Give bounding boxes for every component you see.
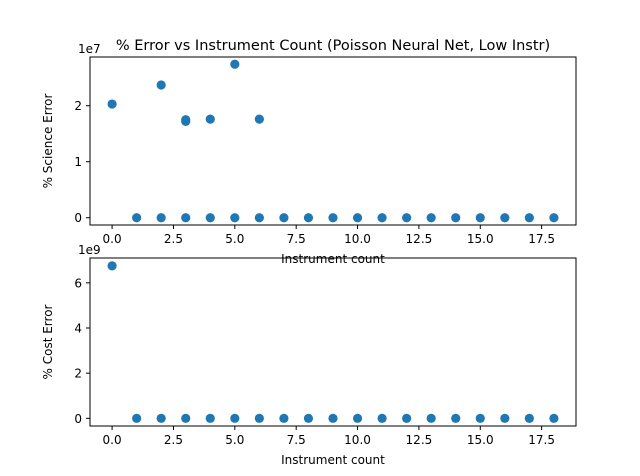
science-error-x-tick-label: 2.5 <box>164 232 183 246</box>
cost-error-point <box>500 413 510 423</box>
cost-error-y-tick-label: 4 <box>74 322 82 336</box>
cost-error-y-tick-label: 6 <box>74 276 82 290</box>
cost-error-x-tick-label: 0.0 <box>103 433 122 447</box>
science-error-axes-frame <box>89 56 577 226</box>
science-error-point <box>205 213 215 223</box>
science-error-point <box>230 59 240 69</box>
cost-error-point <box>328 413 338 423</box>
science-error-point <box>451 213 461 223</box>
science-error-point <box>205 114 215 124</box>
science-error-x-tick-label: 7.5 <box>287 232 306 246</box>
science-error-point <box>426 213 436 223</box>
science-error-x-tick-label: 10.0 <box>344 232 371 246</box>
science-error-x-tick-label: 17.5 <box>528 232 555 246</box>
chart-title: % Error vs Instrument Count (Poisson Neu… <box>116 38 550 54</box>
cost-error-y-tick-label: 0 <box>74 412 82 426</box>
science-error-x-axis-label: Instrument count <box>281 252 385 266</box>
cost-error-y-axis-label: % Cost Error <box>41 304 55 379</box>
cost-error-plot: 0.0 2.5 5.0 7.5 10.0 12.5 15.0 17.5 0 2 4 6 1e9 In… <box>41 243 577 467</box>
science-error-point <box>500 213 510 223</box>
cost-error-point <box>205 413 215 423</box>
cost-error-x-tick-label: 10.0 <box>344 433 371 447</box>
cost-error-x-tick-label: 2.5 <box>164 433 183 447</box>
science-error-point <box>156 80 166 90</box>
science-error-point <box>254 213 264 223</box>
science-error-point <box>279 213 289 223</box>
cost-error-point <box>475 413 485 423</box>
cost-error-axes-frame <box>89 257 577 427</box>
cost-error-point <box>524 413 534 423</box>
science-error-x-tick-label: 5.0 <box>225 232 244 246</box>
cost-error-points <box>107 261 559 423</box>
science-error-point <box>352 213 363 223</box>
cost-error-point <box>279 413 289 423</box>
science-error-point <box>230 213 240 223</box>
science-error-x-tick-label: 0.0 <box>103 232 122 246</box>
science-error-y-axis-label: % Science Error <box>41 94 55 189</box>
science-error-x-tick-label: 15.0 <box>467 232 494 246</box>
cost-error-x-tick-label: 7.5 <box>287 433 306 447</box>
cost-error-point <box>549 413 559 423</box>
cost-error-point <box>426 413 436 423</box>
cost-error-point <box>132 413 142 423</box>
cost-error-y-ticks: 0 2 4 6 <box>74 276 90 426</box>
science-error-y-tick-label: 1 <box>74 155 82 169</box>
science-error-y-ticks: 0 1 2 <box>74 99 90 225</box>
cost-error-point <box>254 413 264 423</box>
science-error-x-ticks: 0.0 2.5 5.0 7.5 10.0 12.5 15.0 17.5 <box>103 225 555 246</box>
cost-error-point <box>181 413 191 423</box>
cost-error-point <box>402 413 412 423</box>
science-error-points <box>107 59 559 223</box>
science-error-plot: 0.0 2.5 5.0 7.5 10.0 12.5 15.0 17.5 0 1 2 % Error… <box>41 38 577 266</box>
science-error-point <box>254 114 264 124</box>
cost-error-point <box>156 413 166 423</box>
science-error-point <box>181 213 191 223</box>
science-error-x-tick-label: 12.5 <box>406 232 433 246</box>
science-error-point <box>156 213 166 223</box>
cost-error-x-tick-label: 5.0 <box>225 433 244 447</box>
science-error-point <box>303 213 314 223</box>
cost-error-point <box>377 413 387 423</box>
science-error-point <box>132 213 142 223</box>
science-error-point <box>402 213 412 223</box>
cost-error-y-tick-label: 2 <box>74 367 82 381</box>
cost-error-y-offset-text: 1e9 <box>78 243 101 257</box>
cost-error-x-tick-label: 17.5 <box>528 433 555 447</box>
cost-error-x-axis-label: Instrument count <box>281 453 385 467</box>
cost-error-x-ticks: 0.0 2.5 5.0 7.5 10.0 12.5 15.0 17.5 <box>103 426 555 447</box>
science-error-y-offset-text: 1e7 <box>78 42 101 56</box>
science-error-point <box>377 213 387 223</box>
science-error-point <box>549 213 559 223</box>
cost-error-point <box>451 413 461 423</box>
science-error-point <box>475 213 485 223</box>
cost-error-point <box>230 413 240 423</box>
cost-error-x-tick-label: 15.0 <box>467 433 494 447</box>
cost-error-x-tick-label: 12.5 <box>406 433 433 447</box>
science-error-y-tick-label: 2 <box>74 99 82 113</box>
cost-error-point <box>107 261 117 271</box>
science-error-point <box>181 116 191 126</box>
cost-error-point <box>303 413 314 423</box>
cost-error-point <box>352 413 363 423</box>
science-error-point <box>107 99 117 109</box>
science-error-point <box>328 213 338 223</box>
science-error-point <box>524 213 534 223</box>
science-error-y-tick-label: 0 <box>74 211 82 225</box>
